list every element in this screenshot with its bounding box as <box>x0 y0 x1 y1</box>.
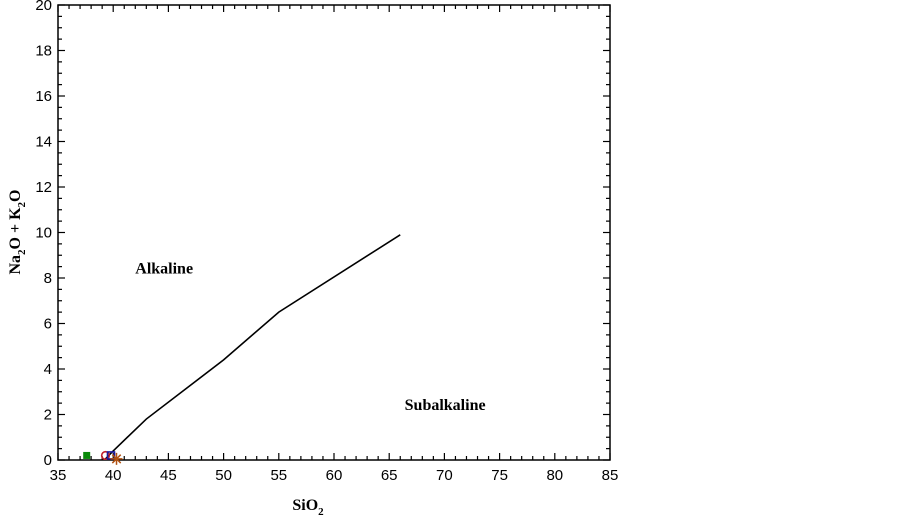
x-tick-label: 35 <box>50 467 67 484</box>
x-axis-title-base: SiO <box>292 497 318 514</box>
y-tick-label: 12 <box>35 179 52 196</box>
x-tick-label: 40 <box>105 467 122 484</box>
y-tick-label: 14 <box>35 134 52 151</box>
x-tick-label: 80 <box>546 467 563 484</box>
y-tick-label: 8 <box>44 270 52 287</box>
x-axis-title: SiO2 <box>292 497 324 517</box>
y-axis-title-part-1: Na <box>7 255 24 275</box>
y-tick-label: 16 <box>35 88 52 105</box>
y-axis-title-part-2: O + K <box>7 207 24 250</box>
region-label: Alkaline <box>135 260 193 277</box>
x-tick-label: 85 <box>602 467 619 484</box>
y-tick-label: 2 <box>44 407 52 424</box>
y-axis-title-sub-1: 2 <box>16 249 28 255</box>
x-tick-label: 45 <box>160 467 177 484</box>
y-axis-title: Na2O + K2O <box>7 189 28 274</box>
x-tick-label: 75 <box>491 467 508 484</box>
y-axis-title-sub-2: 2 <box>16 201 28 207</box>
x-tick-label: 55 <box>270 467 287 484</box>
asterisk-stroke <box>111 454 122 464</box>
y-axis-title-part-3: O <box>7 189 24 201</box>
region-label: Subalkaline <box>405 397 486 414</box>
plot-frame <box>57 4 611 461</box>
data-point-asterisk <box>110 452 123 465</box>
x-axis-title-sub: 2 <box>318 506 324 517</box>
y-tick-label: 6 <box>44 316 52 333</box>
x-tick-label: 60 <box>326 467 343 484</box>
data-point-filled-square <box>83 451 91 459</box>
x-tick-label: 65 <box>381 467 398 484</box>
x-tick-label: 50 <box>215 467 232 484</box>
x-tick-label: 70 <box>436 467 453 484</box>
y-tick-label: 10 <box>35 225 52 242</box>
tick-labels: 35 40 45 50 55 60 65 70 75 80 85 0 2 4 6 8 10 12 14 16 18 20 <box>35 0 618 484</box>
y-tick-label: 20 <box>35 0 52 14</box>
y-tick-label: 18 <box>35 43 52 60</box>
data-point-open-circle <box>100 450 111 461</box>
y-tick-label: 4 <box>44 361 52 378</box>
axis-ticks <box>57 4 611 461</box>
region-labels: Alkaline Subalkaline <box>135 260 485 414</box>
data-markers <box>83 450 123 465</box>
y-tick-label: 0 <box>44 452 52 469</box>
